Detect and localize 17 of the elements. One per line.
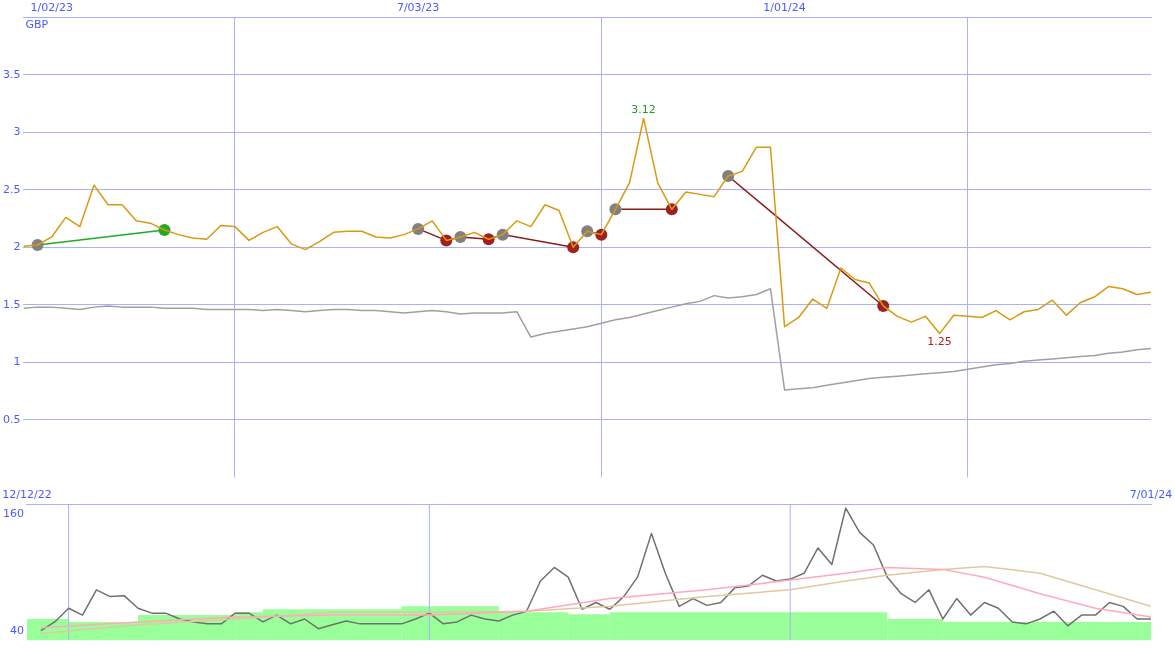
y-tick-label: 2 [13, 240, 21, 254]
x-tick-label: 12/12/22 [2, 488, 52, 502]
x-tick-label: 1/01/24 [763, 1, 806, 15]
y-tick-label: 160 [3, 506, 24, 520]
annotation: 3.12 [631, 102, 656, 116]
y-tick-label: 40 [10, 623, 24, 637]
x-tick-label: 1/02/23 [30, 1, 73, 15]
annotation: 1.25 [927, 334, 952, 348]
y-tick-label: 0.5 [2, 412, 21, 426]
x-tick-label: 7/03/23 [396, 1, 440, 15]
y-tick-label: 2.5 [2, 182, 21, 196]
y-tick-label: 1.5 [2, 297, 21, 311]
y-axis-title: GBP [25, 17, 49, 31]
x-tick-label: 7/01/24 [1129, 488, 1173, 502]
y-tick-label: 1 [13, 355, 21, 369]
y-tick-label: 3.5 [2, 67, 21, 81]
y-tick-label: 3 [13, 125, 21, 139]
